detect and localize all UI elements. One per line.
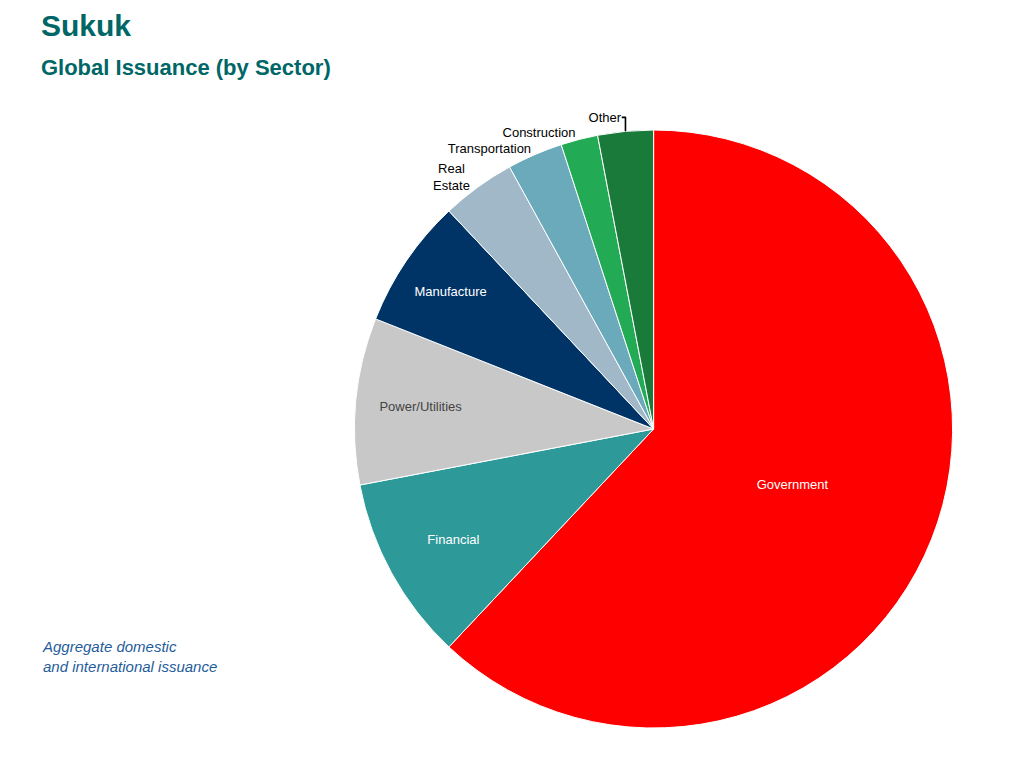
svg-text:Other: Other — [589, 110, 622, 125]
svg-text:Construction: Construction — [503, 125, 576, 140]
svg-text:Power/Utilities: Power/Utilities — [379, 399, 462, 414]
svg-text:Government: Government — [757, 477, 829, 492]
svg-text:Transportation: Transportation — [448, 141, 531, 156]
svg-text:Financial: Financial — [427, 532, 479, 547]
svg-text:Aggregate domesticand internat: Aggregate domesticand international issu… — [42, 638, 217, 675]
svg-text:Manufacture: Manufacture — [414, 284, 486, 299]
svg-text:SukukGlobal Issuance (by Secto: SukukGlobal Issuance (by Sector) — [41, 9, 331, 80]
svg-text:RealEstate: RealEstate — [433, 161, 470, 193]
